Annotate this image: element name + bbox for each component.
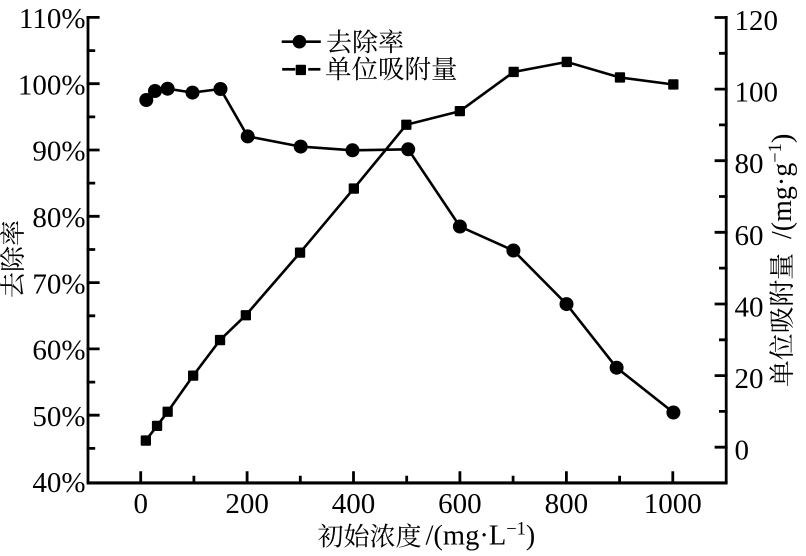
svg-text:110%: 110% bbox=[19, 3, 86, 35]
svg-text:800: 800 bbox=[545, 488, 589, 520]
svg-text:80: 80 bbox=[735, 148, 764, 180]
svg-text:200: 200 bbox=[225, 488, 269, 520]
svg-text:80%: 80% bbox=[32, 202, 85, 234]
svg-text:100%: 100% bbox=[18, 69, 86, 101]
svg-text:0: 0 bbox=[735, 435, 750, 467]
svg-text:20: 20 bbox=[735, 363, 764, 395]
svg-text:100: 100 bbox=[735, 77, 779, 109]
svg-text:40%: 40% bbox=[32, 467, 85, 499]
svg-text:1000: 1000 bbox=[644, 488, 702, 520]
svg-text:0: 0 bbox=[133, 488, 148, 520]
svg-text:60: 60 bbox=[735, 220, 764, 252]
svg-text:90%: 90% bbox=[32, 136, 85, 168]
svg-text:60%: 60% bbox=[32, 335, 85, 367]
svg-text:120: 120 bbox=[735, 5, 779, 37]
svg-text:70%: 70% bbox=[32, 268, 85, 300]
svg-text:40: 40 bbox=[735, 292, 764, 324]
svg-text:50%: 50% bbox=[32, 401, 85, 433]
svg-text:600: 600 bbox=[438, 488, 482, 520]
svg-text:400: 400 bbox=[332, 488, 376, 520]
